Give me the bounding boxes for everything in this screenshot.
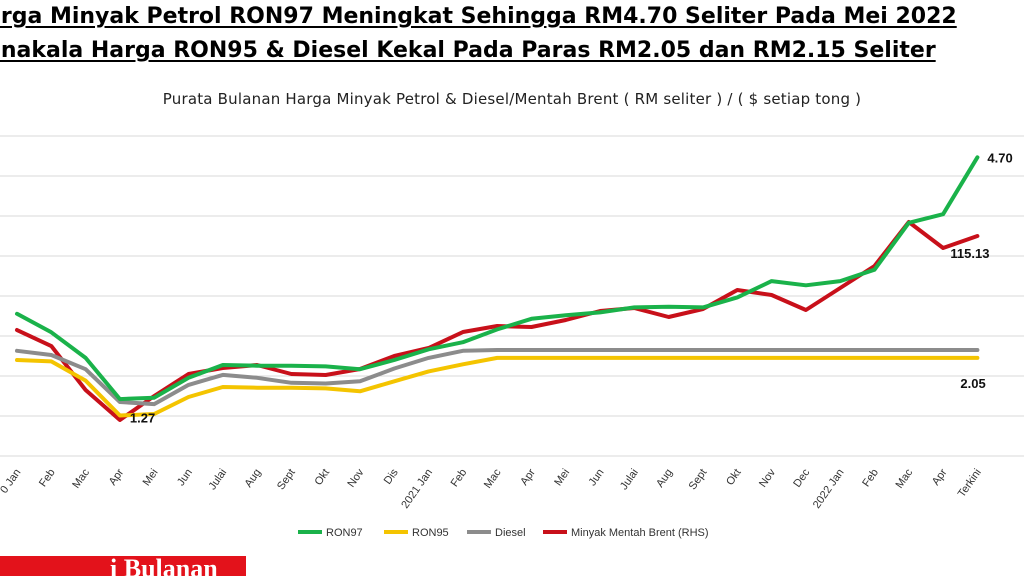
x-tick-label: Apr	[107, 467, 127, 488]
x-tick-label: Nov	[757, 466, 778, 489]
x-tick-label: Apr	[930, 467, 950, 488]
footer-banner: i Bulanan	[0, 556, 246, 576]
x-tick-label: Mac	[482, 466, 504, 490]
x-tick-label: Okt	[313, 467, 333, 488]
legend-label: RON97	[326, 527, 363, 539]
x-tick-label: Mac	[70, 466, 92, 490]
chart-title: Purata Bulanan Harga Minyak Petrol & Die…	[162, 90, 862, 108]
data-label-ron97: 4.70	[987, 150, 1012, 165]
x-tick-label: Dis	[382, 466, 401, 486]
footer-banner-text: i Bulanan	[110, 556, 218, 576]
x-tick-label: Sept	[275, 467, 298, 492]
legend-label: Minyak Mentah Brent (RHS)	[571, 527, 709, 539]
x-tick-label: Aug	[242, 467, 263, 490]
data-label-min: 1.27	[130, 410, 155, 425]
x-tick-label: Julai	[206, 467, 229, 492]
x-tick-label: Okt	[724, 467, 744, 488]
x-tick-label: Sept	[687, 467, 710, 492]
x-tick-label: Feb	[37, 467, 58, 489]
x-tick-label: Mei	[552, 467, 572, 488]
x-tick-label: Aug	[654, 467, 675, 490]
x-tick-label: Apr	[518, 467, 538, 488]
x-tick-label: 2021 Jan	[399, 467, 435, 511]
x-tick-label: Terkini	[956, 467, 984, 500]
x-tick-label: 2022 Jan	[811, 467, 847, 511]
x-tick-label: Feb	[860, 467, 881, 489]
x-tick-label: Mac	[894, 466, 916, 490]
data-label-brent: 115.13	[950, 246, 989, 261]
x-tick-label: Mei	[141, 467, 161, 488]
x-tick-label: 0 Jan	[0, 467, 23, 496]
series-line-minyak-mentah-brent-rhs	[15, 220, 980, 422]
x-tick-label: Feb	[449, 467, 470, 489]
data-label-ron95: 2.05	[960, 376, 985, 391]
headline-line-2: anakala Harga RON95 & Diesel Kekal Pada …	[0, 38, 936, 63]
x-tick-label: Nov	[345, 466, 366, 489]
x-tick-label: Jun	[587, 467, 607, 488]
legend-label: RON95	[412, 527, 449, 539]
series-line-ron97	[15, 155, 980, 402]
legend-label: Diesel	[495, 527, 526, 539]
x-tick-label: Jun	[175, 467, 195, 488]
headline-line-1: arga Minyak Petrol RON97 Meningkat Sehin…	[0, 4, 957, 29]
x-tick-label: Julai	[618, 467, 641, 492]
series-line-ron95	[15, 355, 980, 418]
series-line-diesel	[15, 348, 980, 407]
x-tick-label: Dec	[791, 466, 812, 489]
